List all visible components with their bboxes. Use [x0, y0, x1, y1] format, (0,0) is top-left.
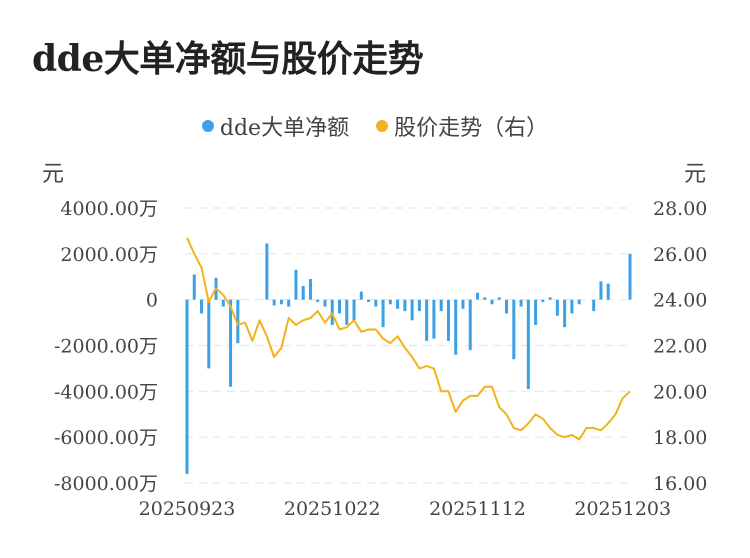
- bar[interactable]: [461, 299, 465, 309]
- bar[interactable]: [497, 297, 501, 300]
- x-axis-ticks: 20250923 20251022 20251112 20251203: [139, 498, 671, 520]
- bar[interactable]: [345, 299, 349, 325]
- bar[interactable]: [577, 299, 581, 305]
- bar[interactable]: [330, 299, 334, 325]
- right-tick-label: 16.00: [653, 473, 707, 495]
- bar[interactable]: [200, 299, 204, 314]
- bar[interactable]: [410, 299, 414, 321]
- bar[interactable]: [207, 299, 211, 369]
- bar[interactable]: [454, 299, 458, 355]
- right-axis-ticks: 28.00 26.00 24.00 22.00 20.00 18.00 16.00: [653, 198, 707, 495]
- bar[interactable]: [367, 299, 371, 302]
- bar[interactable]: [519, 299, 523, 307]
- gridlines: [185, 207, 628, 484]
- x-tick-label: 20251022: [284, 498, 381, 520]
- chart-title: dde大单净额与股价走势: [32, 38, 424, 80]
- bar[interactable]: [570, 299, 574, 314]
- left-tick-label: 4000.00万: [60, 198, 158, 220]
- x-tick-label: 20250923: [139, 498, 236, 520]
- right-tick-label: 26.00: [653, 244, 707, 266]
- bar[interactable]: [403, 299, 407, 312]
- left-axis-unit: 元: [42, 162, 65, 187]
- legend-dot-icon: [376, 120, 389, 132]
- bar[interactable]: [381, 299, 385, 328]
- bar[interactable]: [512, 299, 516, 360]
- bar[interactable]: [396, 299, 400, 309]
- bar[interactable]: [446, 299, 450, 341]
- x-tick-label: 20251112: [429, 498, 526, 520]
- bar[interactable]: [483, 297, 487, 300]
- bar[interactable]: [185, 299, 189, 474]
- bar[interactable]: [374, 299, 378, 307]
- bar[interactable]: [265, 243, 269, 300]
- x-tick-label: 20251203: [574, 498, 671, 520]
- bar[interactable]: [236, 299, 240, 344]
- bar[interactable]: [541, 299, 545, 302]
- left-tick-label: -6000.00万: [54, 427, 158, 449]
- bar[interactable]: [439, 299, 443, 312]
- bar[interactable]: [338, 299, 342, 314]
- bar[interactable]: [475, 292, 479, 300]
- bar[interactable]: [548, 297, 552, 300]
- bar[interactable]: [316, 299, 320, 302]
- bar[interactable]: [526, 299, 530, 390]
- left-axis-ticks: 4000.00万 2000.00万 0 -2000.00万 -4000.00万 -6000…: [54, 198, 158, 495]
- bar[interactable]: [592, 299, 596, 312]
- left-tick-label: 2000.00万: [60, 244, 158, 266]
- right-tick-label: 22.00: [653, 336, 707, 358]
- bar-series: [185, 243, 632, 474]
- legend-item-dde[interactable]: dde大单净额: [201, 110, 350, 142]
- bar[interactable]: [301, 285, 305, 300]
- legend-label-price: 股价走势（右）: [394, 116, 549, 141]
- price-line[interactable]: [186, 237, 631, 441]
- bar[interactable]: [192, 274, 196, 300]
- bar[interactable]: [287, 299, 291, 307]
- legend-label-dde: dde大单净额: [219, 116, 350, 141]
- bar[interactable]: [229, 299, 233, 387]
- bar[interactable]: [417, 299, 421, 312]
- left-tick-label: -2000.00万: [54, 336, 158, 358]
- bar[interactable]: [359, 291, 363, 300]
- bar[interactable]: [555, 299, 559, 316]
- left-tick-label: -4000.00万: [54, 381, 158, 403]
- bar[interactable]: [606, 283, 610, 300]
- bar[interactable]: [352, 299, 356, 321]
- bar[interactable]: [599, 281, 603, 300]
- bar[interactable]: [272, 299, 276, 306]
- line-series: [186, 237, 631, 441]
- bar[interactable]: [505, 299, 509, 314]
- legend-dot-icon: [201, 120, 214, 132]
- bar[interactable]: [221, 299, 225, 307]
- right-tick-label: 24.00: [653, 290, 707, 312]
- legend-item-price[interactable]: 股价走势（右）: [376, 110, 548, 142]
- left-tick-label: -8000.00万: [54, 473, 158, 495]
- left-tick-label: 0: [146, 290, 158, 312]
- bar[interactable]: [425, 299, 429, 341]
- bar[interactable]: [534, 299, 538, 325]
- bar[interactable]: [388, 299, 392, 305]
- bar[interactable]: [628, 253, 632, 300]
- bar[interactable]: [468, 299, 472, 351]
- bar[interactable]: [432, 299, 436, 339]
- bar[interactable]: [279, 299, 283, 305]
- bar[interactable]: [308, 279, 312, 300]
- bar[interactable]: [490, 299, 494, 305]
- bar[interactable]: [563, 299, 567, 328]
- legend: dde大单净额 股价走势（右）: [0, 110, 750, 142]
- bar[interactable]: [323, 299, 327, 307]
- right-tick-label: 28.00: [653, 198, 707, 220]
- right-tick-label: 20.00: [653, 381, 707, 403]
- right-axis-unit: 元: [684, 162, 707, 187]
- bar[interactable]: [294, 269, 298, 300]
- right-tick-label: 18.00: [653, 427, 707, 449]
